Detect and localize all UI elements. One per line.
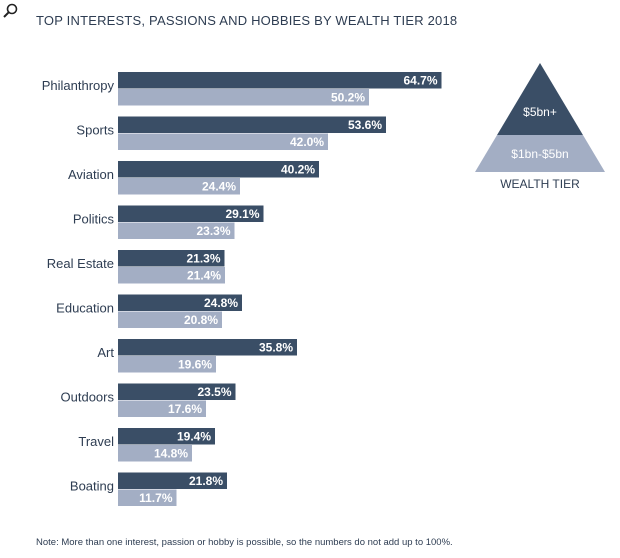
- bar-chart: Philanthropy 64.7% 50.2% Sports 53.6% 42.0% Av…: [42, 63, 605, 506]
- bar-top-tier: [118, 294, 242, 311]
- bar-lower-tier: [118, 400, 206, 417]
- bar-top-tier: [118, 161, 319, 178]
- category-label: Real Estate: [47, 256, 114, 271]
- value-label: 50.2%: [331, 91, 365, 105]
- value-label: 29.1%: [225, 207, 259, 221]
- magnifier-icon[interactable]: [2, 2, 20, 20]
- bar-lower-tier: [118, 445, 192, 462]
- value-label: 19.6%: [178, 358, 212, 372]
- value-label: 19.4%: [177, 430, 211, 444]
- bar-top-tier: [118, 205, 264, 222]
- legend-label-bottom: $1bn-$5bn: [511, 147, 568, 161]
- value-label: 21.4%: [187, 269, 221, 283]
- bar-lower-tier: [118, 222, 235, 239]
- value-label: 21.3%: [186, 252, 220, 266]
- bar-lower-tier: [118, 89, 369, 106]
- category-label: Politics: [73, 212, 115, 227]
- bar-top-tier: [118, 250, 225, 267]
- bar-lower-tier: [118, 133, 328, 150]
- value-label: 40.2%: [281, 163, 315, 177]
- category-label: Philanthropy: [42, 78, 115, 93]
- value-label: 21.8%: [189, 474, 223, 488]
- value-label: 53.6%: [348, 118, 382, 132]
- legend-swatch-top-tier: [497, 63, 583, 135]
- category-label: Sports: [76, 123, 114, 138]
- bar-lower-tier: [118, 178, 240, 195]
- value-label: 11.7%: [139, 491, 173, 505]
- footnote: Note: More than one interest, passion or…: [36, 537, 453, 548]
- legend-title: WEALTH TIER: [500, 177, 580, 191]
- category-label: Travel: [78, 434, 114, 449]
- category-label: Boating: [70, 479, 114, 494]
- value-label: 24.4%: [202, 180, 236, 194]
- bar-top-tier: [118, 339, 297, 356]
- category-label: Outdoors: [61, 390, 115, 405]
- value-label: 23.5%: [197, 385, 231, 399]
- bar-lower-tier: [118, 489, 177, 506]
- bar-top-tier: [118, 72, 442, 89]
- bar-top-tier: [118, 116, 386, 133]
- value-label: 17.6%: [168, 402, 202, 416]
- category-label: Education: [56, 301, 114, 316]
- value-label: 42.0%: [290, 135, 324, 149]
- bar-lower-tier: [118, 267, 225, 284]
- category-label: Art: [97, 345, 114, 360]
- legend-swatch-lower-tier: [475, 135, 605, 172]
- category-label: Aviation: [68, 167, 114, 182]
- value-label: 14.8%: [154, 447, 188, 461]
- value-label: 35.8%: [259, 341, 293, 355]
- bar-top-tier: [118, 383, 236, 400]
- value-label: 64.7%: [403, 74, 437, 88]
- legend-label-top: $5bn+: [523, 105, 557, 119]
- bar-lower-tier: [118, 356, 216, 373]
- value-label: 23.3%: [196, 224, 230, 238]
- bar-top-tier: [118, 428, 215, 445]
- bar-lower-tier: [118, 311, 222, 328]
- value-label: 20.8%: [184, 313, 218, 327]
- chart-title: TOP INTERESTS, PASSIONS AND HOBBIES BY W…: [36, 13, 458, 28]
- value-label: 24.8%: [204, 296, 238, 310]
- bar-top-tier: [118, 472, 227, 489]
